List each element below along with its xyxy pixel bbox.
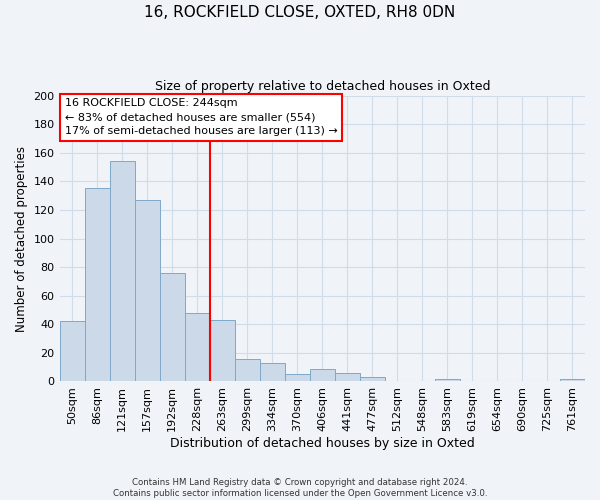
Text: 16, ROCKFIELD CLOSE, OXTED, RH8 0DN: 16, ROCKFIELD CLOSE, OXTED, RH8 0DN: [145, 5, 455, 20]
Bar: [260, 363, 285, 382]
Bar: [560, 378, 585, 382]
Bar: [310, 368, 335, 382]
Bar: [110, 162, 134, 382]
Bar: [160, 273, 185, 382]
Text: Contains HM Land Registry data © Crown copyright and database right 2024.
Contai: Contains HM Land Registry data © Crown c…: [113, 478, 487, 498]
Bar: [134, 200, 160, 382]
Bar: [85, 188, 110, 382]
Bar: [235, 358, 260, 382]
Bar: [185, 313, 209, 382]
Bar: [335, 373, 360, 382]
Title: Size of property relative to detached houses in Oxted: Size of property relative to detached ho…: [155, 80, 490, 93]
Bar: [59, 322, 85, 382]
Bar: [360, 377, 385, 382]
X-axis label: Distribution of detached houses by size in Oxted: Distribution of detached houses by size …: [170, 437, 475, 450]
Y-axis label: Number of detached properties: Number of detached properties: [15, 146, 28, 332]
Bar: [209, 320, 235, 382]
Text: 16 ROCKFIELD CLOSE: 244sqm
← 83% of detached houses are smaller (554)
17% of sem: 16 ROCKFIELD CLOSE: 244sqm ← 83% of deta…: [65, 98, 338, 136]
Bar: [435, 378, 460, 382]
Bar: [285, 374, 310, 382]
